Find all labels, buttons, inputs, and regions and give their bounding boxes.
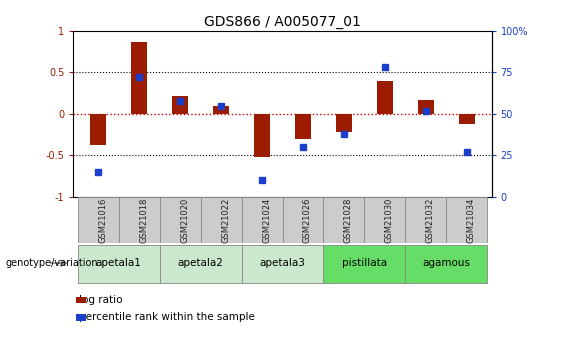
Bar [418,100,434,114]
Text: GSM21024: GSM21024 [262,198,271,243]
Bar [364,197,406,243]
Bar [336,114,352,132]
Bar [295,114,311,139]
Bar [459,114,475,124]
Bar [377,81,393,114]
Bar [254,114,270,157]
Bar [77,197,119,243]
Text: log ratio: log ratio [79,295,123,305]
Text: apetala1: apetala1 [95,258,141,268]
Text: GSM21026: GSM21026 [303,198,312,244]
Text: agamous: agamous [423,258,471,268]
Bar [446,197,488,243]
Bar [213,106,229,114]
Text: GSM21032: GSM21032 [426,198,435,244]
Bar [172,96,188,114]
Text: GSM21034: GSM21034 [467,198,476,244]
Text: apetala2: apetala2 [177,258,223,268]
Bar [90,114,106,145]
Bar [201,197,241,243]
Text: GSM21030: GSM21030 [385,198,394,244]
Bar [324,197,364,243]
Text: GSM21028: GSM21028 [344,198,353,244]
Bar [406,245,488,283]
Title: GDS866 / A005077_01: GDS866 / A005077_01 [204,14,361,29]
Text: genotype/variation: genotype/variation [6,258,98,268]
Bar [119,197,159,243]
Bar [324,245,406,283]
Text: apetala3: apetala3 [259,258,306,268]
Bar [406,197,446,243]
Bar [241,245,324,283]
Bar [77,245,159,283]
Bar [131,42,147,114]
Text: GSM21020: GSM21020 [180,198,189,243]
Bar [159,245,241,283]
Text: GSM21018: GSM21018 [139,198,148,244]
Text: pistillata: pistillata [342,258,387,268]
Bar [282,197,324,243]
Text: GSM21022: GSM21022 [221,198,230,243]
Text: GSM21016: GSM21016 [98,198,107,244]
Bar [241,197,282,243]
Text: percentile rank within the sample: percentile rank within the sample [79,313,255,322]
Bar [159,197,201,243]
